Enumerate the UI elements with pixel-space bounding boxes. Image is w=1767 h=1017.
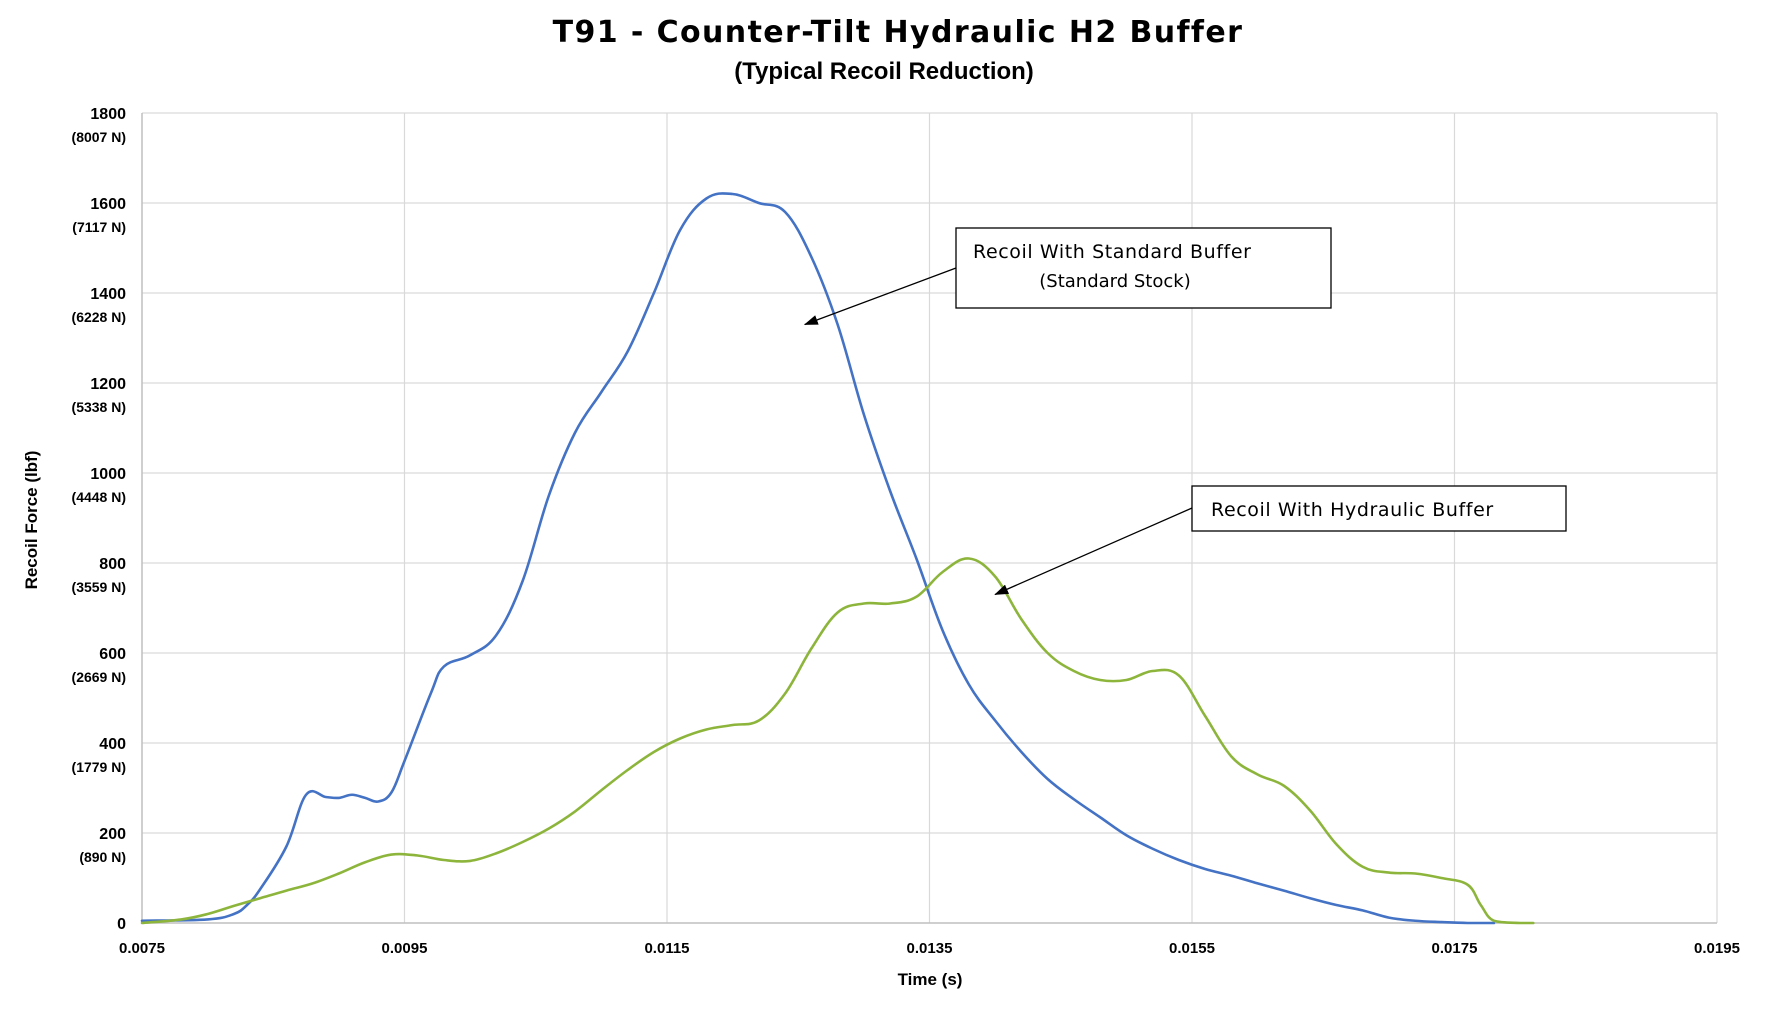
annotation-callout: Recoil With Standard Buffer (Standard Sto… (803, 227, 1332, 326)
chart-title: T91 - Counter-Tilt Hydraulic H2 Buffer (553, 15, 1244, 50)
annotation-callout: Recoil With Hydraulic Buffer (994, 485, 1567, 596)
x-tick-label: 0.0135 (907, 940, 953, 957)
y-tick-newtons: (4448 N) (72, 489, 126, 505)
y-tick-label: 400 (99, 736, 126, 753)
x-tick-label: 0.0095 (382, 940, 428, 957)
x-tick-label: 0.0155 (1169, 940, 1215, 957)
chart-subtitle: (Typical Recoil Reduction) (734, 58, 1034, 85)
x-tick-label: 0.0075 (119, 940, 165, 957)
y-tick-label: 200 (99, 826, 126, 843)
annotation-subtext: (Standard Stock) (1039, 271, 1190, 292)
x-axis-label: Time (s) (898, 970, 963, 989)
y-tick-newtons: (3559 N) (72, 579, 126, 595)
annotations: Recoil With Standard Buffer (Standard Sto… (803, 227, 1567, 596)
annotation-text: Recoil With Standard Buffer (973, 241, 1252, 263)
y-tick-label: 1600 (90, 196, 126, 213)
series-lines (140, 192, 1535, 925)
x-tick-label: 0.0175 (1432, 940, 1478, 957)
y-tick-label: 1800 (90, 106, 126, 123)
y-tick-newtons: (6228 N) (72, 309, 126, 325)
x-tick-labels: 0.0075 0.0095 0.0115 0.0135 0.0155 0.0175 0.01… (119, 940, 1740, 957)
y-tick-newtons: (8007 N) (72, 129, 126, 145)
series-line-standard-buffer (140, 192, 1496, 925)
y-tick-label: 800 (99, 556, 126, 573)
x-tick-label: 0.0115 (644, 940, 689, 957)
x-tick-label: 0.0195 (1694, 940, 1740, 957)
y-tick-newtons: (890 N) (79, 849, 126, 865)
y-tick-labels: 0 200 (890 N) 400 (1779 N) 600 (2669 N) 800 (355… (72, 106, 127, 933)
y-tick-label: 0 (117, 916, 126, 933)
y-tick-newtons: (5338 N) (72, 399, 126, 415)
y-axis-label: Recoil Force (lbf) (22, 451, 41, 590)
annotation-box (955, 227, 1332, 309)
y-tick-newtons: (7117 N) (72, 219, 126, 235)
y-tick-newtons: (2669 N) (72, 669, 126, 685)
y-tick-label: 1000 (90, 466, 126, 483)
series-line-hydraulic-buffer (140, 557, 1535, 925)
y-tick-label: 1400 (90, 286, 126, 303)
annotation-arrow (803, 267, 957, 326)
annotation-text: Recoil With Hydraulic Buffer (1211, 499, 1494, 521)
y-tick-label: 600 (99, 646, 126, 663)
y-tick-newtons: (1779 N) (72, 759, 126, 775)
annotation-arrow (994, 507, 1193, 596)
y-tick-label: 1200 (90, 376, 126, 393)
